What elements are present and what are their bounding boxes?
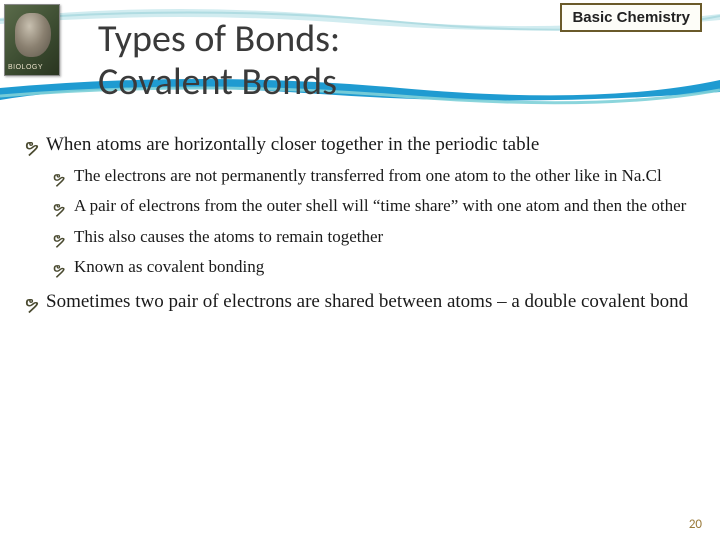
bullet-swirl-icon: ຯ: [52, 199, 68, 213]
bullet-level2: ຯ This also causes the atoms to remain t…: [52, 227, 696, 247]
bullet-level2: ຯ Known as covalent bonding: [52, 257, 696, 277]
bullet-level2: ຯ A pair of electrons from the outer she…: [52, 196, 696, 216]
bullet-swirl-icon: ຯ: [52, 169, 68, 183]
topic-badge-text: Basic Chemistry: [572, 9, 690, 26]
bullet-swirl-icon: ຯ: [24, 137, 40, 151]
bullet-swirl-icon: ຯ: [52, 260, 68, 274]
bullet-text: The electrons are not permanently transf…: [74, 166, 662, 185]
cover-art: [15, 13, 51, 57]
bullet-level1: ຯ When atoms are horizontally closer tog…: [24, 134, 696, 156]
title-line-1: Types of Bonds:: [98, 16, 340, 62]
header: Basic Chemistry Types of Bonds: Covalent…: [0, 0, 720, 120]
bullet-level1: ຯ Sometimes two pair of electrons are sh…: [24, 291, 696, 313]
page-number: 20: [689, 517, 702, 532]
bullet-text: A pair of electrons from the outer shell…: [74, 196, 686, 215]
topic-badge: Basic Chemistry: [560, 3, 702, 32]
bullet-swirl-icon: ຯ: [24, 294, 40, 308]
bullet-text: This also causes the atoms to remain tog…: [74, 227, 383, 246]
slide-title: Types of Bonds: Covalent Bonds: [98, 18, 340, 103]
bullet-level2: ຯ The electrons are not permanently tran…: [52, 166, 696, 186]
bullet-swirl-icon: ຯ: [52, 230, 68, 244]
bullet-text: Known as covalent bonding: [74, 257, 264, 276]
slide-body: ຯ When atoms are horizontally closer tog…: [24, 130, 696, 510]
bullet-text: Sometimes two pair of electrons are shar…: [46, 291, 688, 312]
bullet-text: When atoms are horizontally closer toget…: [46, 134, 539, 155]
textbook-cover-thumbnail: [4, 4, 60, 76]
title-line-2: Covalent Bonds: [98, 59, 337, 105]
